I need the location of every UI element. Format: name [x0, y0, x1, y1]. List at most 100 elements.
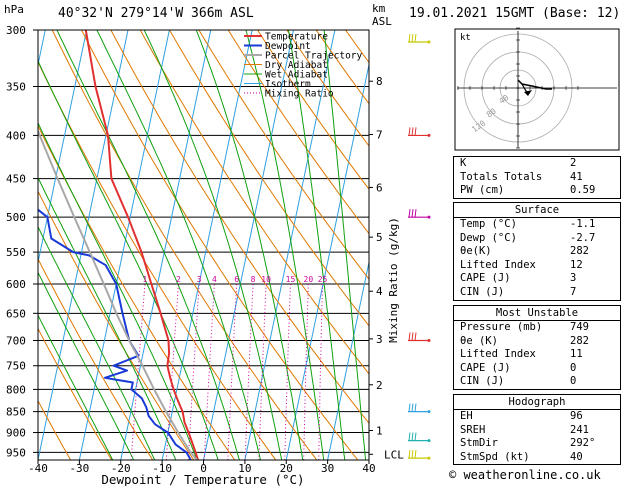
temperature-tick-label: 30: [321, 462, 334, 475]
copyright: © weatheronline.co.uk: [449, 468, 601, 482]
stat-value: 96: [570, 410, 583, 422]
wet-adiabat: [195, 30, 304, 460]
pressure-tick-label: 550: [6, 246, 26, 259]
stat-row: θe(K) 282: [454, 245, 620, 259]
wind-barb-flag: [414, 450, 417, 459]
dry-adiabat: [38, 257, 154, 460]
stat-row: CIN (J) 0: [454, 375, 620, 389]
grid-lines: [0, 30, 369, 460]
dry-adiabat: [139, 30, 369, 375]
dry-adiabat: [38, 399, 72, 460]
stat-row: Temp (°C) -1.1: [454, 218, 620, 232]
mixing-ratio-label: 25: [318, 275, 328, 284]
stat-row: CAPE (J) 3: [454, 272, 620, 286]
wind-barb-flag: [408, 127, 411, 136]
wind-barb-dot: [427, 410, 431, 414]
stat-label: Totals Totals: [460, 170, 543, 183]
km-tick-label: 3: [376, 333, 383, 346]
pressure-tick-label: 400: [6, 129, 26, 142]
stat-value: 0.59: [570, 184, 596, 197]
dry-adiabat: [257, 30, 369, 191]
isotherm-line: [78, 30, 170, 460]
temperature-tick-label: -30: [69, 462, 89, 475]
stat-label: EH: [460, 410, 473, 422]
dry-adiabat: [81, 30, 359, 460]
isotherm-line: [38, 30, 129, 460]
stat-value: 292°: [570, 437, 596, 450]
isotherm-line: [38, 30, 88, 265]
wind-barb-flag: [411, 209, 414, 218]
dry-adiabat: [227, 30, 369, 235]
mixing-ratio-line: [303, 283, 309, 460]
stat-label: θe(K): [460, 245, 492, 258]
indices-rows: K 2 Totals Totals 41 PW (cm) 0.59: [454, 157, 620, 198]
wind-barb-flag: [411, 33, 414, 43]
datetime-header: 19.01.2021 15GMT (Base: 12): [409, 6, 621, 21]
storm-motion-marker: [524, 90, 532, 96]
legend-label: Mixing Ratio: [265, 89, 334, 100]
pressure-tick-label: 450: [6, 173, 26, 186]
wind-barb-flag: [408, 403, 411, 412]
dry-adiabat: [38, 327, 113, 460]
mixing-ratio-line: [244, 283, 254, 460]
legend-label: Dewpoint: [265, 41, 311, 52]
stat-value: 241: [570, 423, 589, 436]
isotherm-line: [285, 62, 369, 460]
mixing-ratio-label: 3: [197, 275, 202, 284]
mixing-ratio-axis-title: Mixing Ratio (g/kg): [387, 217, 400, 343]
mixing-ratio-label: 15: [286, 275, 296, 284]
series-temperature: [84, 30, 200, 460]
series-parcel-trajectory: [38, 128, 199, 460]
wet-adiabat: [96, 30, 262, 460]
isotherm-line: [0, 30, 4, 460]
stat-row: Totals Totals 41: [454, 171, 620, 185]
wind-barb-flag: [411, 127, 414, 136]
legend-label: Dry Adiabat: [265, 60, 328, 71]
stat-label: CIN (J): [460, 285, 505, 298]
temperature-tick-label: 0: [200, 462, 207, 475]
pressure-tick-label: 800: [6, 383, 26, 396]
stat-row: PW (cm) 0.59: [454, 184, 620, 198]
stat-value: 0: [570, 361, 577, 374]
mixing-ratio-label: 10: [261, 275, 271, 284]
mixing-ratio-line: [284, 283, 291, 460]
wind-barb-flag: [408, 450, 411, 459]
temperature-tick-label: 10: [238, 462, 251, 475]
wind-barb-dot: [427, 215, 431, 219]
dry-adiabat: [51, 30, 318, 460]
mixing-ratio-line: [130, 283, 146, 460]
km-tick-label: 6: [376, 181, 383, 194]
pressure-tick-label: 350: [6, 80, 26, 93]
isotherm-line: [368, 457, 369, 460]
stat-value: 2: [570, 157, 577, 169]
stat-value: 282: [570, 245, 589, 258]
wind-barb-flag: [414, 332, 417, 341]
stat-row: StmSpd (kt) 40: [454, 451, 620, 465]
most-unstable-panel: Most Unstable Pressure (mb) 749 θe (K) 282 L…: [453, 305, 621, 390]
pressure-tick-label: 750: [6, 360, 26, 373]
wind-barb-flag: [408, 33, 411, 43]
hodograph-panel: Hodograph EH 96 SREH 241 StmDir 292° StmSpd (k…: [453, 394, 621, 466]
stat-label: CAPE (J): [460, 361, 511, 374]
stat-value: 7: [570, 285, 577, 298]
location-header: 40°32'N 279°14'W 366m ASL: [58, 6, 254, 21]
wind-barb-dot: [427, 133, 431, 137]
dry-adiabat: [169, 30, 369, 327]
stat-value: -2.7: [570, 231, 596, 244]
wind-barb-flag: [411, 332, 414, 341]
stat-row: Lifted Index 11: [454, 348, 620, 362]
pressure-tick-label: 700: [6, 334, 26, 347]
isotherm-line: [244, 30, 336, 460]
hodograph-frame: [454, 28, 620, 151]
stat-row: Dewp (°C) -2.7: [454, 232, 620, 246]
mixing-ratio-label: 6: [234, 275, 239, 284]
surface-rows: Temp (°C) -1.1 Dewp (°C) -2.7 θe(K) 282 Lifted…: [454, 218, 620, 300]
stat-value: 11: [570, 348, 583, 361]
mixing-ratio-label: 4: [212, 275, 217, 284]
pressure-tick-label: 500: [6, 211, 26, 224]
pressure-tick-label: 850: [6, 406, 26, 419]
stat-row: CAPE (J) 0: [454, 362, 620, 376]
stat-row: StmDir 292°: [454, 437, 620, 451]
